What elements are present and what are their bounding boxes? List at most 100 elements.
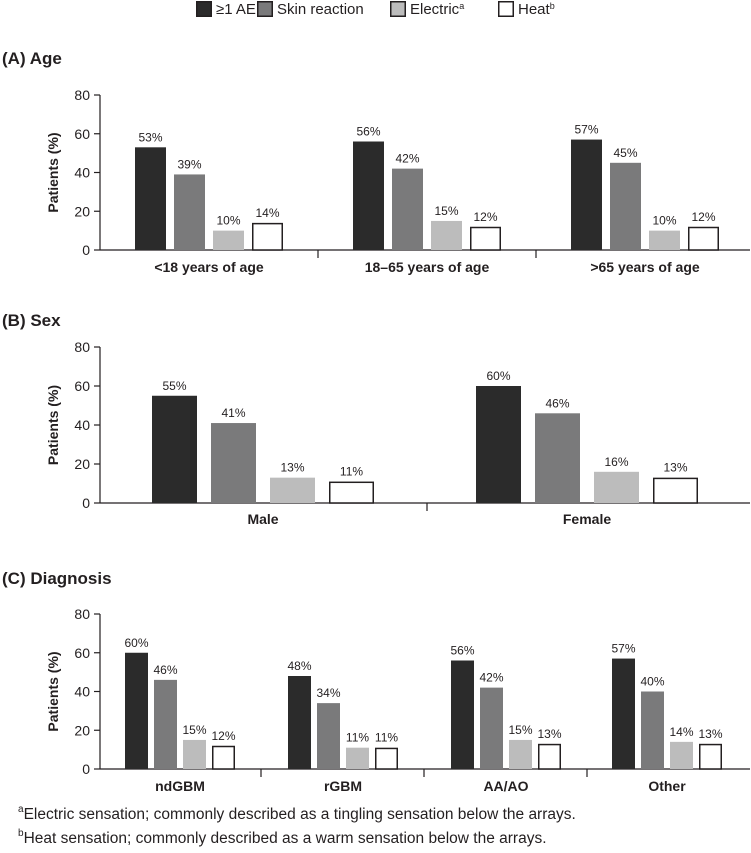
panel-diagnosis-bar-heat [375,747,398,770]
panel-age-x-tick-label: >65 years of age [590,259,700,275]
panel-diagnosis-bar-ae [612,658,635,769]
panel-sex-y-tick-label: 40 [74,417,90,433]
panel-age-title: (A) Age [2,49,62,68]
legend-label-heat: Heatb [518,1,555,18]
panel-diagnosis-x-tick-label: Other [648,778,686,794]
panel-sex-title: (B) Sex [2,311,61,330]
panel-diagnosis-y-tick-label: 20 [74,722,90,738]
panel-sex-bar-electric [594,471,639,503]
panel-age-bar-heat [688,226,719,251]
panel-sex-y-tick-label: 20 [74,456,90,472]
panel-age-data-label-ae: 57% [574,123,598,137]
panel-diagnosis-y-axis-label: Patients (%) [45,651,61,731]
panel-age-y-tick-label: 60 [74,126,90,142]
panel-diagnosis-data-label-ae: 48% [287,659,311,673]
panel-diagnosis-y-tick-label: 60 [74,645,90,661]
panel-diagnosis-data-label-electric: 15% [182,723,206,737]
footnote-electric: aElectric sensation; commonly described … [18,803,576,823]
panel-age-y-tick-label: 0 [82,242,90,258]
panel-diagnosis-data-label-heat: 12% [211,729,235,743]
panel-diagnosis-y-tick-label: 0 [82,761,90,777]
panel-age-y-tick-label: 20 [74,203,90,219]
panel-age-bar-ae [135,147,166,250]
panel-sex-data-label-skin-reaction: 46% [545,396,569,410]
panel-age-data-label-ae: 56% [356,125,380,139]
legend-label-electric: Electrica [410,1,464,18]
legend-swatch-skin-reaction [257,1,273,17]
panel-sex-bar-heat [329,481,374,504]
panel-diagnosis-bar-skin-reaction [317,703,340,769]
panel-sex-data-label-ae: 60% [486,369,510,383]
panel-sex-bar-ae [476,386,521,503]
panel-sex-bar-skin-reaction [211,423,256,503]
panel-diagnosis-bar-electric [509,739,532,769]
panel-diagnosis-x-tick-label: ndGBM [155,778,205,794]
panel-diagnosis-data-label-electric: 15% [508,723,532,737]
panel-age-bar-electric [431,220,462,250]
panel-sex-data-label-skin-reaction: 41% [221,406,245,420]
panel-age-bar-skin-reaction [174,174,205,250]
panel-diagnosis-data-label-electric: 11% [346,731,369,745]
panel-sex-y-tick-label: 0 [82,495,90,511]
panel-diagnosis-bar-ae [125,652,148,769]
panel-diagnosis-bar-skin-reaction [480,687,503,769]
legend-swatch-ae [196,1,212,17]
panel-age-data-label-ae: 53% [138,130,162,144]
panel-sex-bar-skin-reaction [535,413,580,503]
panel-diagnosis-bar-ae [288,676,311,769]
panel-diagnosis-data-label-ae: 57% [611,642,635,656]
panel-age-data-label-heat: 14% [255,206,279,220]
legend-label-skin-reaction: Skin reaction [277,1,364,18]
panel-diagnosis-bar-skin-reaction [154,679,177,769]
panel-diagnosis-data-label-heat: 11% [375,731,398,745]
panel-sex-data-label-ae: 55% [162,379,186,393]
legend-swatch-electric [390,1,406,17]
panel-age-bar-electric [213,230,244,250]
panel-diagnosis-y-tick-label: 80 [74,606,90,622]
panel-diagnosis-bar-ae [451,660,474,769]
panel-diagnosis-bar-heat [699,743,722,770]
panel-age-data-label-skin-reaction: 39% [177,157,201,171]
panel-sex-bar-ae [152,395,197,503]
panel-sex-x-tick-label: Female [563,511,611,527]
panel-diagnosis-bar-electric [183,739,206,769]
panel-diagnosis-data-label-heat: 13% [537,727,561,741]
panel-sex-data-label-electric: 13% [280,461,304,475]
panel-age-bar-heat [470,226,501,251]
panel-diagnosis-x-tick-label: AA/AO [483,778,528,794]
panel-age-y-tick-label: 40 [74,165,90,181]
panel-diagnosis-data-label-electric: 14% [669,725,693,739]
panel-diagnosis-bar-electric [670,741,693,769]
footnote-heat: bHeat sensation; commonly described as a… [18,827,547,847]
panel-age-bar-heat [252,222,283,251]
panel-age-data-label-skin-reaction: 42% [395,152,419,166]
panel-diagnosis-bar-electric [346,747,369,769]
panel-age-x-tick-label: 18–65 years of age [365,259,490,275]
panel-sex-y-axis-label: Patients (%) [45,385,61,465]
panel-age-bar-ae [571,139,602,250]
panel-sex-x-tick-label: Male [247,511,278,527]
panel-diagnosis-data-label-ae: 60% [124,636,148,650]
panel-sex-bar-heat [653,477,698,504]
panel-diagnosis-x-tick-label: rGBM [324,778,362,794]
panel-sex-bar-electric [270,477,315,503]
panel-diagnosis-y-tick-label: 40 [74,684,90,700]
panel-diagnosis-data-label-ae: 56% [450,644,474,658]
panel-diagnosis-bar-heat [538,743,561,770]
panel-age-data-label-electric: 10% [216,214,240,228]
panel-age-bar-ae [353,141,384,250]
panel-diagnosis-data-label-skin-reaction: 46% [153,663,177,677]
panel-diagnosis-data-label-skin-reaction: 40% [640,675,664,689]
panel-sex-data-label-heat: 11% [340,465,363,479]
panel-sex-y-tick-label: 60 [74,378,90,394]
panel-age-bar-skin-reaction [610,162,641,250]
panel-diagnosis-data-label-heat: 13% [698,727,722,741]
panel-age-x-tick-label: <18 years of age [154,259,264,275]
panel-age-y-axis-label: Patients (%) [45,132,61,212]
panel-age-data-label-heat: 12% [691,210,715,224]
panel-diagnosis-bar-skin-reaction [641,691,664,769]
panel-age-bar-skin-reaction [392,168,423,250]
panel-diagnosis-bar-heat [212,745,235,770]
legend-swatch-heat [498,1,514,17]
